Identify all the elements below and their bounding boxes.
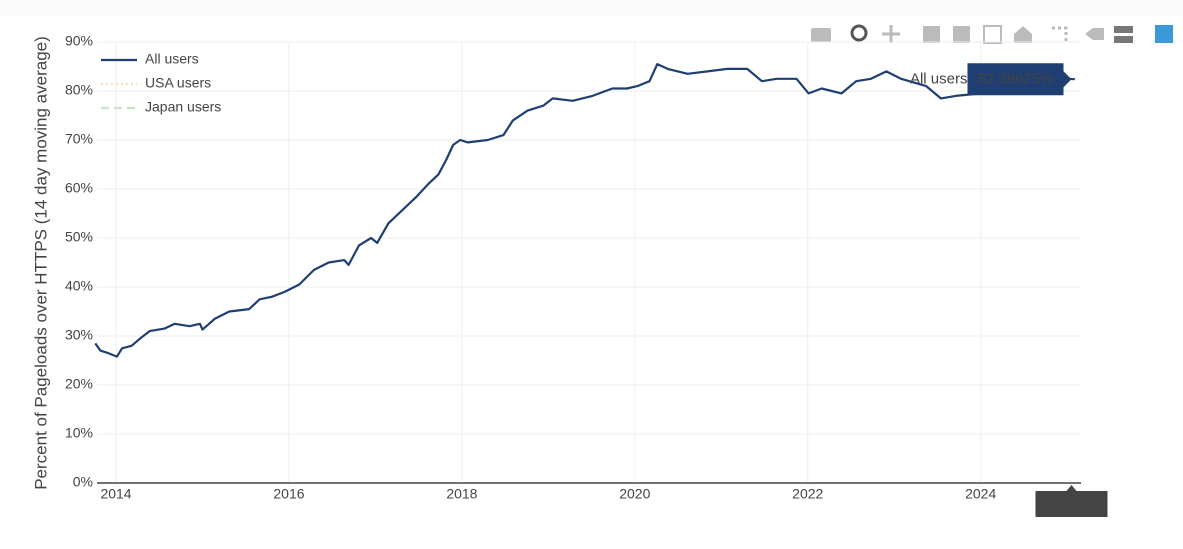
hover-series-name: All users <box>910 70 968 87</box>
y-axis-title: Percent of Pageloads over HTTPS (14 day … <box>31 36 50 490</box>
legend-label[interactable]: Japan users <box>145 99 221 115</box>
legend-label[interactable]: All users <box>145 51 199 67</box>
pan-icon[interactable] <box>882 25 900 43</box>
hover-value: 82.38625% <box>978 70 1054 87</box>
x-tick-label: 2024 <box>965 486 996 502</box>
legend: All users USA users Japan users <box>101 51 221 115</box>
top-strip <box>0 0 1183 16</box>
y-tick-label: 30% <box>65 327 93 343</box>
plotly-logo[interactable] <box>1155 25 1173 43</box>
hover-compare-icon[interactable] <box>1114 26 1133 43</box>
spike-icon[interactable] <box>1052 26 1068 42</box>
legend-label[interactable]: USA users <box>145 75 211 91</box>
toolbar <box>811 24 1173 44</box>
y-tick-label: 10% <box>65 425 93 441</box>
y-tick-label: 90% <box>65 33 93 49</box>
series-line <box>94 62 1075 358</box>
y-tick-label: 80% <box>65 82 93 98</box>
x-tick-label: 2022 <box>792 486 823 502</box>
zoom-out-icon[interactable] <box>953 26 970 43</box>
y-tick-label: 50% <box>65 229 93 245</box>
hover-x-box <box>1035 491 1108 517</box>
y-tick-label: 40% <box>65 278 93 294</box>
hover-closest-icon[interactable] <box>1085 28 1104 40</box>
y-tick-label: 20% <box>65 376 93 392</box>
hover-x-label: Jan 2025 <box>1041 495 1103 512</box>
hover-x-pointer <box>1066 485 1077 491</box>
zoom-in-icon[interactable] <box>923 26 940 43</box>
camera-icon[interactable] <box>811 28 831 42</box>
x-tick-label: 2018 <box>446 486 477 502</box>
x-tick-label: 2020 <box>619 486 650 502</box>
x-tick-label: 2016 <box>273 486 304 502</box>
y-tick-label: 70% <box>65 131 93 147</box>
autoscale-icon[interactable] <box>983 25 1002 44</box>
y-tick-label: 0% <box>73 474 93 490</box>
zoom-icon[interactable] <box>850 24 868 42</box>
hover-box <box>967 63 1072 96</box>
y-tick-label: 60% <box>65 180 93 196</box>
home-icon[interactable] <box>1014 26 1032 43</box>
x-tick-label: 2014 <box>100 486 131 502</box>
